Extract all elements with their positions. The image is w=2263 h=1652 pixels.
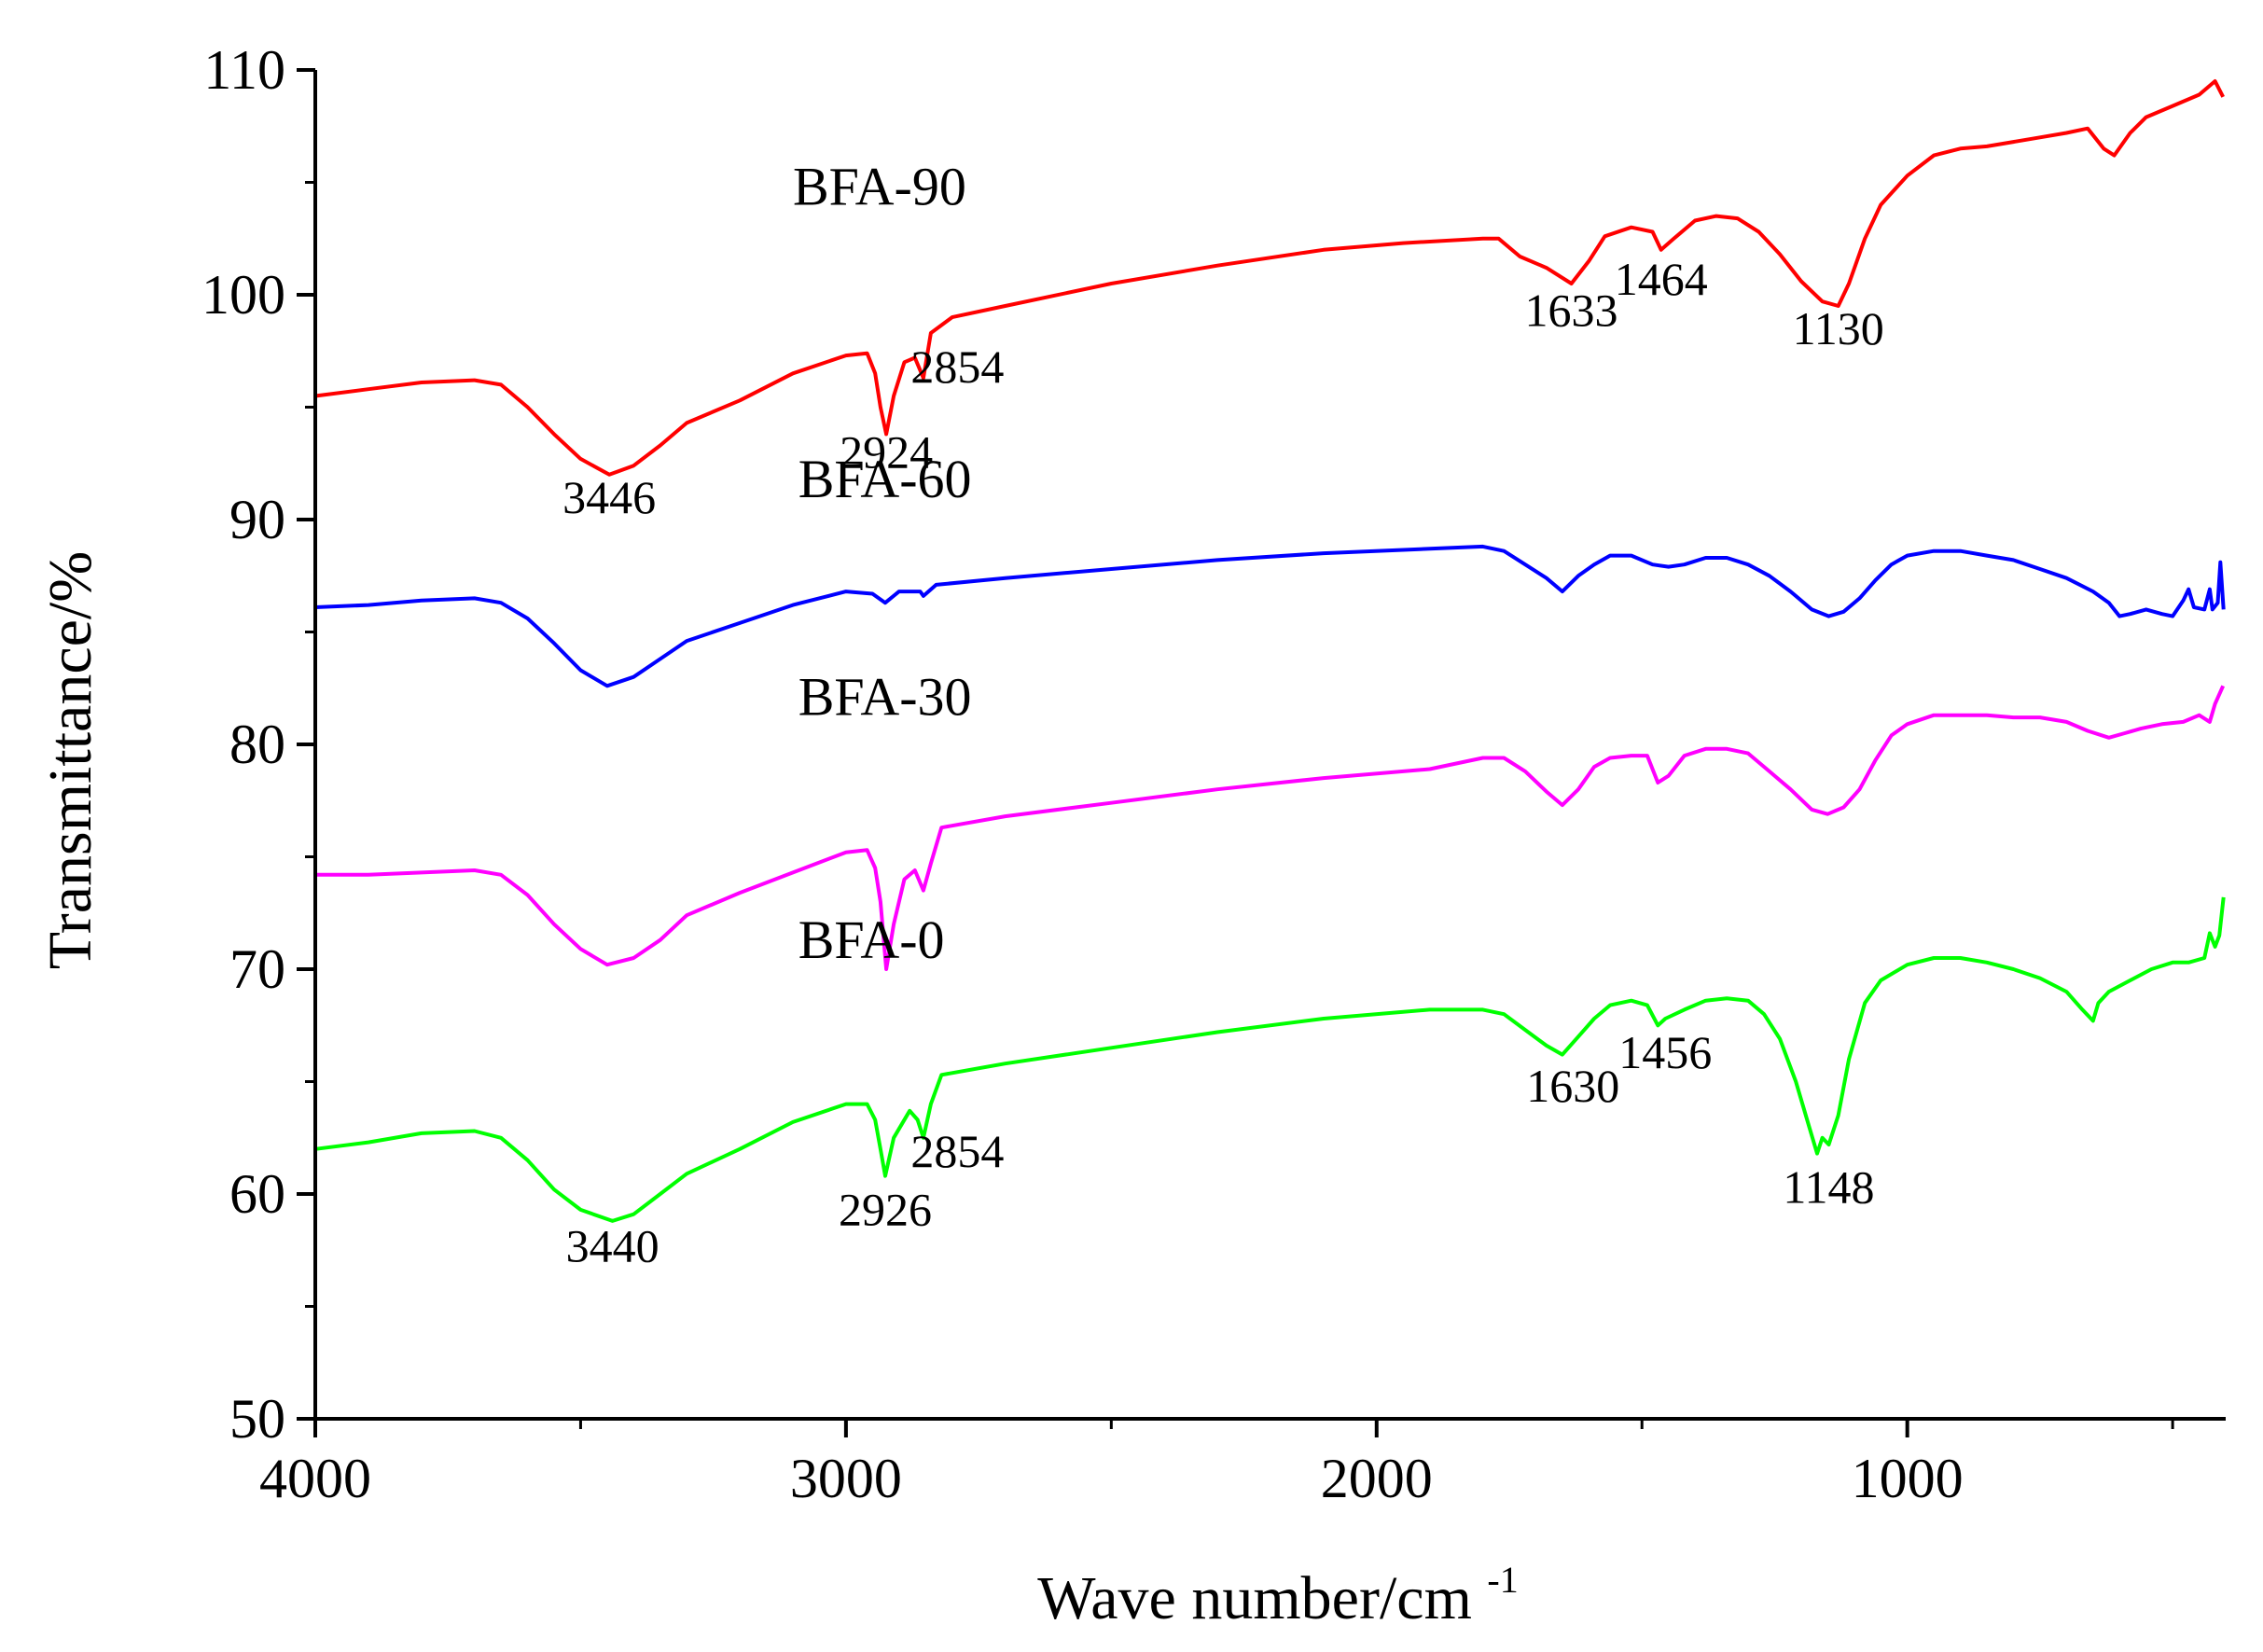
axes-layer: 50 60 70 80 90 100 110 4000 3000 2000 1000: [201, 39, 2226, 1509]
peak-label: 1464: [1615, 253, 1708, 305]
x-tick-label: 2000: [1321, 1448, 1433, 1509]
x-tick-label: 4000: [259, 1448, 371, 1509]
series-label-bfa-60: BFA-60: [798, 449, 972, 509]
peak-label: 2854: [910, 340, 1004, 393]
y-tick-label: 80: [229, 714, 285, 775]
x-axis-title-text: Wave number/cm: [1037, 1564, 1472, 1632]
y-tick-label: 110: [203, 39, 285, 101]
peak-label: 1148: [1783, 1161, 1874, 1214]
y-tick-label: 90: [229, 489, 285, 550]
peak-label: 2854: [910, 1125, 1004, 1177]
y-tick-label: 70: [229, 938, 285, 1000]
series-label-bfa-0: BFA-0: [798, 909, 945, 970]
peak-label: 3440: [566, 1219, 659, 1271]
peak-label: 1456: [1618, 1026, 1712, 1078]
y-tick-label: 50: [229, 1388, 285, 1450]
series-line-bfa-90: [314, 79, 2225, 477]
y-tick-label: 100: [201, 264, 285, 326]
series-line-bfa-60: [314, 544, 2226, 688]
peak-label: 3446: [562, 471, 656, 523]
peak-label: 1630: [1526, 1060, 1619, 1112]
y-axis-title: Transmittance/%: [36, 551, 104, 970]
series-line-bfa-30: [315, 685, 2226, 971]
x-tick-label: 1000: [1852, 1448, 1964, 1509]
peak-label: 2926: [839, 1184, 932, 1236]
y-tick-label: 60: [229, 1163, 285, 1225]
peak-label: 2924: [840, 426, 933, 479]
series-label-bfa-30: BFA-30: [798, 667, 972, 728]
x-tick-label: 3000: [790, 1448, 902, 1509]
series-label-bfa-90: BFA-90: [793, 157, 966, 217]
x-axis-title: Wave number/cm -1: [1037, 1559, 1519, 1632]
series-line-bfa-0: [314, 896, 2226, 1223]
peak-label: 1633: [1525, 285, 1618, 337]
x-axis-title-superscript: -1: [1487, 1559, 1518, 1601]
labels-layer: BFA-90BFA-60BFA-30BFA-034462924285416331…: [562, 157, 1884, 1272]
series-layer: [314, 79, 2226, 1223]
peak-label: 1130: [1793, 302, 1884, 354]
